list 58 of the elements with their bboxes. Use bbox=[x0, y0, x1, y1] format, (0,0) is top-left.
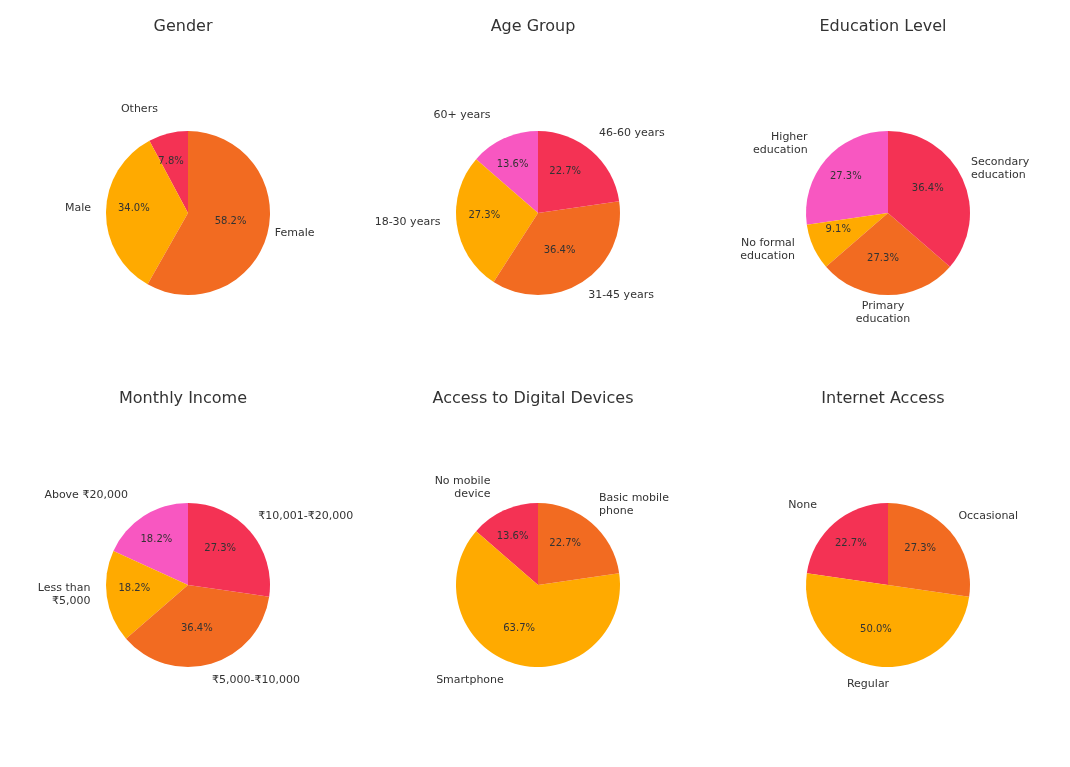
slice-label: ₹10,001-₹20,000 bbox=[258, 508, 354, 522]
slice-label: 18-30 years bbox=[374, 214, 441, 228]
slice-label: Others bbox=[120, 101, 159, 115]
pie-slice bbox=[826, 213, 950, 295]
slice-label: 31-45 years bbox=[588, 287, 655, 301]
slice-label: Female bbox=[274, 225, 315, 239]
pie-slice bbox=[106, 140, 188, 285]
data-label: 27.3% bbox=[867, 251, 899, 263]
data-label: 36.4% bbox=[911, 182, 944, 194]
data-label: 13.6% bbox=[496, 529, 529, 541]
slice-label: Occasional bbox=[958, 508, 1019, 522]
data-label: 22.7% bbox=[549, 165, 582, 177]
pie-slice bbox=[456, 531, 620, 667]
data-label: 9.1% bbox=[825, 222, 851, 234]
data-label: 22.7% bbox=[549, 537, 582, 549]
slice-label: Less than ₹5,000 bbox=[37, 580, 91, 607]
pie-slice bbox=[149, 131, 188, 213]
data-label: 7.8% bbox=[158, 154, 184, 166]
data-label: 22.7% bbox=[834, 537, 867, 549]
chart-title: Gender bbox=[152, 16, 214, 35]
slice-label: ₹5,000-₹10,000 bbox=[212, 672, 301, 686]
data-label: 18.2% bbox=[140, 533, 173, 545]
data-label: 18.2% bbox=[118, 581, 151, 593]
slice-label: Above ₹20,000 bbox=[44, 487, 128, 501]
data-label: 58.2% bbox=[214, 215, 247, 227]
slice-label: Basic mobile phone bbox=[599, 490, 670, 517]
data-label: 50.0% bbox=[860, 623, 892, 635]
pie-slice bbox=[147, 131, 270, 295]
slice-label: Secondary education bbox=[971, 154, 1030, 181]
data-label: 27.3% bbox=[904, 542, 937, 554]
slice-label: 46-60 years bbox=[599, 125, 666, 139]
slice-label: Smartphone bbox=[436, 672, 505, 686]
slice-label: 60+ years bbox=[433, 107, 491, 121]
slice-label: Primary education bbox=[855, 298, 911, 325]
slice-label: No mobile device bbox=[434, 473, 491, 500]
data-label: 34.0% bbox=[117, 201, 150, 213]
data-label: 36.4% bbox=[543, 243, 576, 255]
slice-label: Regular bbox=[846, 676, 890, 690]
pie-slice bbox=[476, 503, 538, 585]
chart-title: Education Level bbox=[818, 16, 948, 35]
data-label: 27.3% bbox=[829, 170, 862, 182]
pie-slice bbox=[113, 503, 188, 585]
data-label: 63.7% bbox=[503, 621, 536, 633]
chart-title: Age Group bbox=[489, 16, 577, 35]
chart-title: Monthly Income bbox=[118, 388, 248, 407]
pie-slice bbox=[806, 131, 888, 225]
slice-label: None bbox=[788, 497, 818, 511]
data-label: 27.3% bbox=[468, 209, 501, 221]
slice-label: Higher education bbox=[753, 129, 809, 156]
data-label: 36.4% bbox=[180, 621, 213, 633]
data-label: 27.3% bbox=[204, 542, 237, 554]
data-label: 13.6% bbox=[496, 157, 529, 169]
slice-label: No formal education bbox=[740, 235, 795, 262]
pie-slice bbox=[806, 573, 970, 667]
chart-title: Access to Digital Devices bbox=[431, 388, 635, 407]
chart-title: Internet Access bbox=[820, 388, 946, 407]
pie-slice bbox=[456, 159, 538, 282]
slice-label: Male bbox=[64, 200, 92, 214]
